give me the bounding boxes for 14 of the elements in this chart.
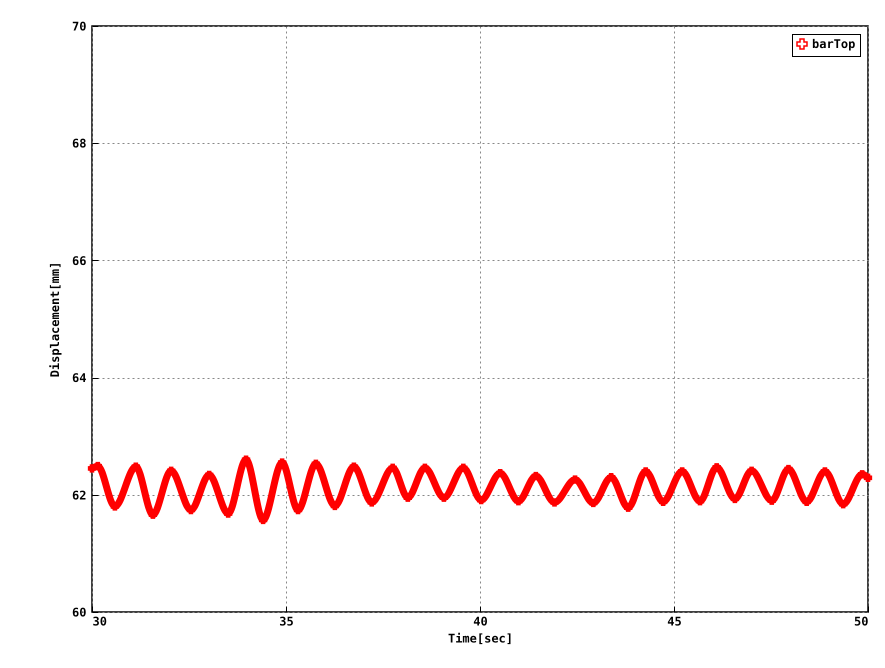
y-axis-title: Displacement[mm] [48,262,62,378]
x-tick-label: 45 [667,614,682,628]
x-axis-title: Time[sec] [448,632,514,646]
x-tick-label: 30 [92,614,107,628]
x-tick-label: 50 [854,614,868,628]
y-tick-label: 70 [72,20,86,34]
y-tick-label: 68 [72,136,86,151]
y-tick-label: 60 [72,606,86,620]
x-tick-label: 40 [473,614,488,628]
x-tick-label: 35 [279,614,294,628]
legend-label: barTop [812,37,856,51]
y-tick-label: 64 [72,371,86,386]
y-tick-label: 62 [72,488,86,502]
y-tick-label: 66 [72,254,86,268]
